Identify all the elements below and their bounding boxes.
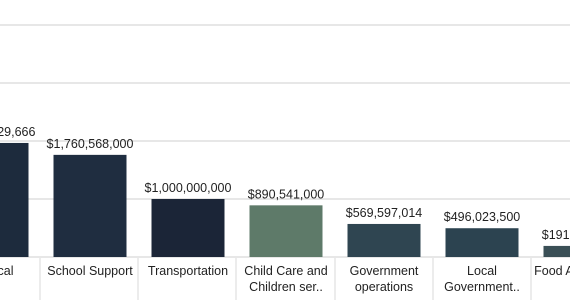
separators — [39, 258, 532, 300]
value-label: $1,760,568,000 — [47, 137, 134, 151]
bar — [151, 198, 225, 257]
bar — [543, 245, 570, 257]
value-label: $191,000,000 — [542, 228, 570, 242]
x-tick-label: Government operations — [350, 264, 419, 294]
x-tick-label: School Support — [47, 264, 133, 278]
bar — [445, 228, 519, 257]
x-tick-label: Transportation — [148, 264, 228, 278]
value-label: $569,597,014 — [346, 206, 423, 220]
bar — [347, 223, 421, 257]
x-tick-label: Child Care and Children ser.. — [244, 264, 327, 294]
value-label: $890,541,000 — [248, 187, 325, 201]
x-tick-label: Food Assistance — [534, 264, 570, 278]
bar — [249, 205, 323, 257]
x-tick-label: Local Government.. — [444, 264, 520, 294]
value-label: $1,965,829,666 — [0, 125, 35, 139]
value-label: $1,000,000,000 — [145, 181, 232, 195]
x-tick-label: Medical — [0, 264, 14, 278]
bar — [53, 154, 127, 257]
value-label: $496,023,500 — [444, 210, 521, 224]
bar — [0, 142, 29, 257]
